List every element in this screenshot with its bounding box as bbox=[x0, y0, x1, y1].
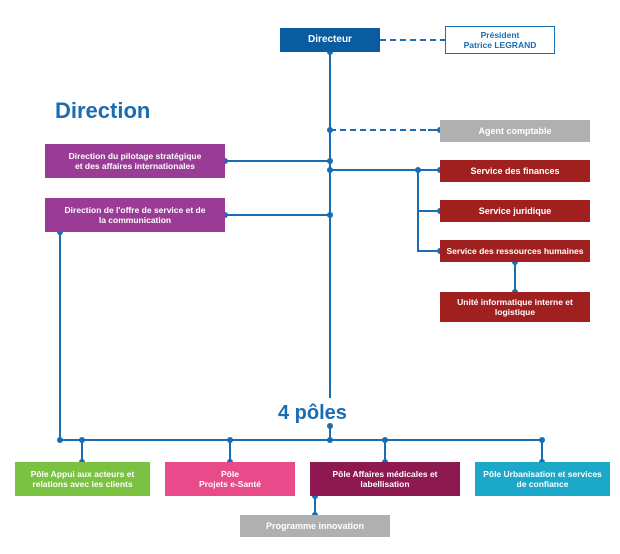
node-dir-comm: Direction de l'offre de service et dela … bbox=[45, 198, 225, 232]
node-pole3: Pôle Affaires médicales etlabellisation bbox=[310, 462, 460, 496]
node-svc-rh: Service des ressources humaines bbox=[440, 240, 590, 262]
node-svc-fin: Service des finances bbox=[440, 160, 590, 182]
heading-poles: 4 pôles bbox=[278, 402, 347, 425]
node-svc-jur: Service juridique bbox=[440, 200, 590, 222]
node-pole4: Pôle Urbanisation et servicesde confianc… bbox=[475, 462, 610, 496]
node-pole2: PôleProjets e-Santé bbox=[165, 462, 295, 496]
node-pole1: Pôle Appui aux acteurs etrelations avec … bbox=[15, 462, 150, 496]
node-president: PrésidentPatrice LEGRAND bbox=[445, 26, 555, 54]
heading-direction: Direction bbox=[55, 98, 150, 124]
node-directeur: Directeur bbox=[280, 28, 380, 52]
node-prog-innov: Programme innovation bbox=[240, 515, 390, 537]
node-agent: Agent comptable bbox=[440, 120, 590, 142]
node-dir-strat: Direction du pilotage stratégiqueet des … bbox=[45, 144, 225, 178]
node-svc-it: Unité informatique interne etlogistique bbox=[440, 292, 590, 322]
